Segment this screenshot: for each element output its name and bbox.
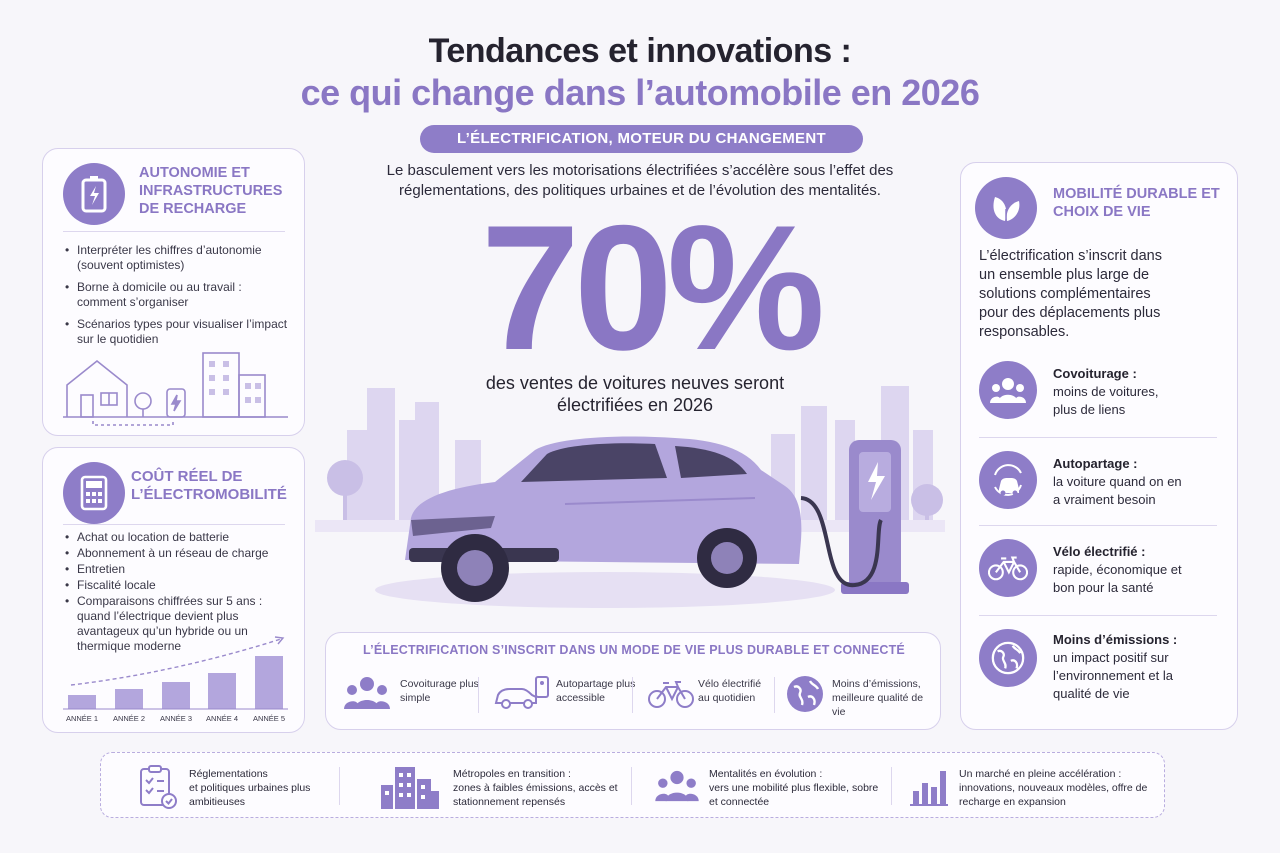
page-subtitle: ce qui change dans l’automobile en 2026 [300,72,980,113]
checklist-icon [139,765,177,814]
item-title: Métropoles en transition : [453,768,571,780]
list-item: Comparaisons chiffrées sur 5 ans : quand… [65,594,290,654]
intro-text: Le basculement vers les motorisations él… [386,162,894,199]
strip-item: Un marché en pleine accélération : innov… [959,767,1149,809]
item-title: Un marché en pleine accélération : [959,768,1122,780]
item-text: zones à faibles émissions, accès et stat… [453,782,618,808]
list-item: Interpréter les chiffres d’autonomie (so… [65,243,290,273]
bicycle-icon [648,679,694,714]
chart-bar [255,656,283,709]
item-title: Réglementations [189,768,268,780]
box-title: L’électrification s’inscrit dans un mode… [363,643,905,657]
item-label: Moins d’émissions, meilleure qualité de … [832,678,924,718]
list-item: Fiscalité locale [65,578,290,593]
strip-item: Mentalités en évolution : vers une mobil… [709,767,889,809]
divider [478,677,479,713]
people-icon [979,361,1037,419]
divider [774,677,775,713]
divider [631,767,632,805]
list-item: Vélo électrifié : rapide, économique et … [1053,543,1229,597]
buildings-icon [379,765,439,814]
lifestyle-box: L’électrification s’inscrit dans un mode… [325,632,941,730]
car-charging-illustration [315,386,945,608]
chart-label: Année 1 [65,714,99,723]
item-label: Vélo électrifié au quotidien [698,678,762,704]
item-title: Autopartage : [1053,456,1138,471]
calculator-icon [63,462,125,524]
group-icon [653,769,701,808]
car-share-icon [979,451,1037,509]
card-title: Autonomie et infrastructures de recharge [139,165,283,217]
card-intro: L’électrification s’inscrit dans un ense… [979,248,1162,340]
battery-icon [63,163,125,225]
home-charging-illustration [63,352,288,426]
divider [63,524,285,525]
globe-icon [786,675,824,718]
list-item: Moins d’émissions : un impact positif su… [1053,631,1229,703]
list-item: Entretien [65,562,290,577]
item-title: Moins d’émissions : [1053,632,1178,647]
list-item: Covoiturage : moins de voitures, plus de… [1053,365,1229,419]
leaf-icon [975,177,1037,239]
shared-car-icon [492,675,552,716]
cost-card: Coût réel de l’électromobilité Achat ou … [42,447,305,733]
drivers-strip: Réglementations et politiques urbaines p… [100,752,1165,818]
chart-label: Année 3 [159,714,193,723]
item-text: innovations, nouveaux modèles, offre de … [959,782,1148,808]
list-item: Achat ou location de batterie [65,530,290,545]
card-title: Mobilité durable et choix de vie [1053,186,1220,220]
people-icon [344,675,390,716]
divider [632,677,633,713]
strip-item: Métropoles en transition : zones à faibl… [453,767,628,809]
sustainable-mobility-card: Mobilité durable et choix de vie L’élect… [960,162,1238,730]
list-item: Scénarios types pour visualiser l’impact… [65,317,290,347]
divider [979,525,1217,526]
card-title: Coût réel de l’électromobilité [131,468,287,503]
item-text: vers une mobilité plus flexible, sobre e… [709,782,879,808]
chart-bar [162,682,190,709]
item-title: Covoiturage : [1053,366,1137,381]
strip-item: Réglementations et politiques urbaines p… [189,767,329,809]
divider [979,437,1217,438]
item-label: Covoiturage plus simple [400,678,479,704]
big-stat: 70% [480,188,825,387]
item-text: rapide, économique et bon pour la santé [1053,562,1182,595]
item-text: et politiques urbaines plus ambitieuses [189,782,311,808]
bar-chart-icon [909,767,949,812]
globe-icon [979,629,1037,687]
item-title: Mentalités en évolution : [709,768,823,780]
bullet-list: Achat ou location de batterie Abonnement… [65,530,290,661]
chart-bar [68,695,96,709]
page-title: Tendances et innovations : [428,32,852,70]
item-text: un impact positif sur l’environnement et… [1053,650,1173,701]
list-item: Borne à domicile ou au travail : comment… [65,280,290,310]
bullet-list: Interpréter les chiffres d’autonomie (so… [65,243,290,354]
chart-label: Année 5 [252,714,286,723]
section-banner: L’électrification, moteur du changement [420,125,863,153]
divider [891,767,892,805]
divider [339,767,340,805]
big-stat-caption: des ventes de voitures neuves seront éle… [485,373,785,415]
chart-label: Année 4 [205,714,239,723]
list-item: Abonnement à un réseau de charge [65,546,290,561]
divider [979,615,1217,616]
item-text: la voiture quand on en a vraiment besoin [1053,474,1182,507]
divider [63,231,285,232]
cost-trend-chart [63,636,288,710]
list-item: Autopartage : la voiture quand on en a v… [1053,455,1229,509]
item-title: Vélo électrifié : [1053,544,1146,559]
chart-label: Année 2 [112,714,146,723]
item-label: Autopartage plus accessible [556,678,636,704]
chart-bar [208,673,236,709]
chart-bar [115,689,143,709]
bicycle-icon [979,539,1037,597]
item-text: moins de voitures, plus de liens [1053,384,1159,417]
range-card: Autonomie et infrastructures de recharge… [42,148,305,436]
